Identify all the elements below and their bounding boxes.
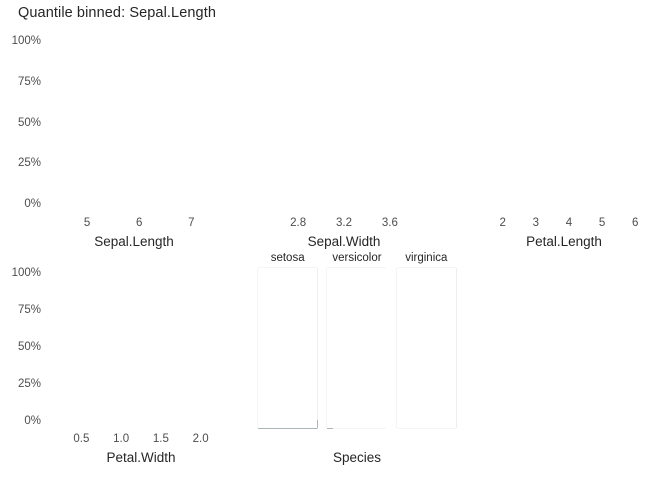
panel-background-1: [258, 35, 430, 212]
species-strip-label-versicolor: versicolor: [332, 252, 382, 264]
ytick-label-0-2: 50%: [17, 116, 41, 129]
xtick-label-2-2: 4: [565, 217, 573, 229]
xtick-label-2-3: 5: [598, 217, 606, 229]
panel-background-3: [48, 268, 234, 428]
axis-title-sepal-width: Sepal.Width: [307, 234, 381, 249]
axis-title-sepal-length: Sepal.Length: [94, 234, 174, 249]
xtick-label-0-0: 5: [83, 217, 91, 229]
panel-petal-width: [48, 268, 234, 428]
xtick-label-0-2: 7: [188, 217, 195, 229]
species-panel-setosa: [257, 267, 318, 429]
axis-title-petal-length: Petal.Length: [526, 234, 602, 249]
xtick-label-1-1: 3.2: [336, 217, 352, 229]
ytick-label-0-0: 0%: [24, 198, 41, 211]
xtick-label-0-1: 6: [136, 217, 143, 229]
xtick-label-1-2: 3.6: [381, 217, 398, 229]
xtick-label-3-2: 1.5: [152, 433, 169, 445]
xtick-label-1-0: 2.8: [290, 217, 307, 229]
xtick-label-2-1: 3: [532, 217, 540, 229]
xtick-label-3-1: 1.0: [113, 433, 130, 445]
panel-petal-length: [468, 35, 660, 212]
ytick-label-3-3: 75%: [17, 303, 41, 316]
ytick-label-3-0: 0%: [24, 415, 41, 428]
species-background-setosa: [258, 268, 318, 428]
species-background-versicolor: [327, 268, 387, 428]
species-background-virginica: [396, 268, 456, 428]
ytick-label-0-4: 100%: [11, 34, 41, 47]
panel-background-0: [48, 35, 220, 212]
species-panel-versicolor: [326, 267, 388, 429]
ytick-label-3-1: 25%: [17, 378, 41, 391]
ytick-label-3-2: 50%: [17, 341, 41, 353]
xtick-label-2-4: 6: [631, 217, 639, 229]
panel-sepal-width: [258, 35, 430, 212]
xtick-label-2-0: 2: [499, 217, 506, 229]
species-strip-label-setosa: setosa: [270, 252, 305, 264]
xtick-label-3-0: 0.5: [73, 433, 90, 445]
ytick-label-0-1: 25%: [17, 157, 41, 170]
panel-background-2: [468, 35, 660, 212]
page-title: Quantile binned: Sepal.Length: [18, 5, 216, 21]
species-strip-label-virginica: virginica: [405, 252, 448, 264]
panel-sepal-length: [48, 35, 220, 212]
axis-title-petal-width: Petal.Width: [106, 450, 176, 465]
xtick-label-3-3: 2.0: [192, 433, 209, 445]
species-panel-virginica: [396, 267, 457, 429]
ytick-label-0-3: 75%: [17, 75, 41, 88]
axis-title-species: Species: [332, 450, 382, 465]
ytick-label-3-4: 100%: [11, 266, 41, 279]
